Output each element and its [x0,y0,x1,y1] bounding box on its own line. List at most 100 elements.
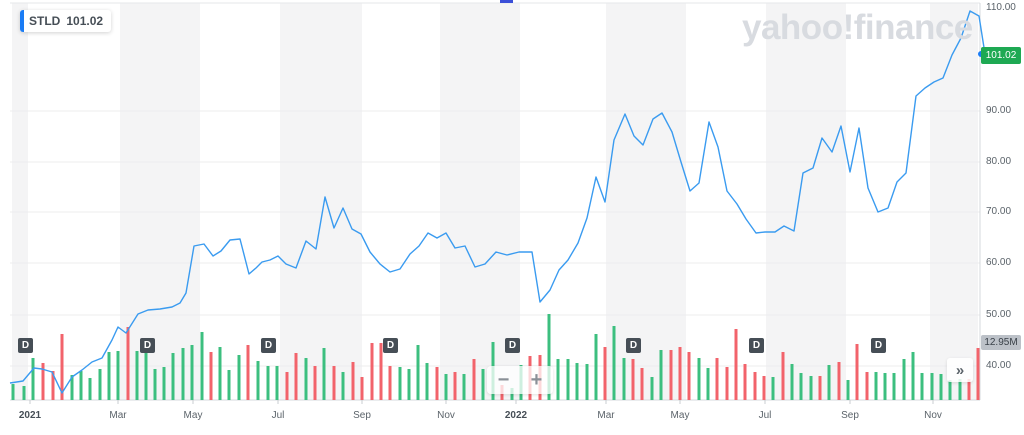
ticker-legend[interactable]: STLD 101.02 [20,10,112,32]
volume-bar [60,334,64,400]
volume-bar [948,380,952,400]
volume-bar [799,373,803,400]
volume-bar [753,372,757,400]
volume-bar [256,361,260,400]
dividend-marker[interactable]: D [383,338,398,353]
shaded-band [930,3,978,400]
volume-bar [341,372,345,400]
x-tick-label: Nov [924,410,942,421]
price-line [9,10,986,394]
volume-bar [734,329,738,400]
volume-bar [865,372,869,400]
volume-bar [227,370,231,400]
dividend-marker[interactable]: D [261,338,276,353]
volume-bar [837,362,841,400]
volume-bar [846,380,850,400]
volume-bar [266,366,270,400]
shaded-band [12,3,28,400]
dividend-marker[interactable]: D [626,338,641,353]
volume-bar [209,352,213,400]
volume-bar [425,363,429,400]
volume-bar [370,343,374,400]
volume-bar [771,377,775,400]
volume-bar [379,343,383,400]
zoom-out-button[interactable]: − [497,369,510,391]
x-tick-label: Mar [109,410,127,421]
volume-bar [237,355,241,400]
volume-bar [88,378,92,400]
x-tick-label: May [183,410,203,421]
volume-bar [659,350,663,400]
volume-bar [70,375,74,400]
volume-bar [116,351,120,400]
x-tick-label: Jul [758,410,772,421]
shaded-band [440,3,520,400]
y-tick-label: 110.00 [986,2,1016,13]
volume-bar [920,373,924,400]
x-tick-label: Mar [597,410,615,421]
volume-bar [313,366,317,400]
volume-bar [481,369,485,400]
volume-bar [22,386,26,400]
volume-bar [687,352,691,400]
volume-bar [510,388,514,400]
volume-bar [874,372,878,400]
volume-bar [153,369,157,400]
volume-bar [444,374,448,400]
volume-bar [706,368,710,400]
dividend-marker[interactable]: D [505,338,520,353]
volume-bar [126,327,130,400]
x-tick-label: Nov [437,410,455,421]
volume-bar [190,345,194,400]
x-tick-marks [29,400,934,404]
volume-bar [11,384,15,400]
volume-bar [547,314,551,400]
volume-bar [275,366,279,400]
volume-bar [809,376,813,400]
volume-bar [135,351,139,400]
volume-bar [566,359,570,400]
current-volume-tag: 12.95M [981,335,1021,350]
volume-bar [958,379,962,400]
volume-bar [98,369,102,400]
y-tick-label: 60.00 [986,257,1012,268]
volume-bar [743,364,747,400]
yahoo-finance-logo: yahoo!finance [742,8,973,47]
x-tick-label: 2021 [18,410,42,421]
volume-bar [360,377,364,400]
volume-bar [762,376,766,400]
volume-bar [585,364,589,400]
dividend-marker[interactable]: D [871,338,886,353]
x-tick-label: Jul [271,410,285,421]
volume-bar [631,359,635,400]
volume-bar [171,353,175,400]
volume-bar [818,376,822,400]
volume-bar [855,344,859,400]
volume-bar [669,350,673,400]
dividend-marker[interactable]: D [749,338,764,353]
shaded-band [766,3,846,400]
volume-bar [472,359,476,400]
volume-bar [294,353,298,400]
zoom-in-button[interactable]: + [530,369,543,391]
volume-bar [462,374,466,400]
volume-bar [603,347,607,400]
volume-bars [11,314,980,400]
volume-bar [398,367,402,400]
y-tick-label: 90.00 [986,105,1012,116]
volume-bar [322,348,326,400]
x-tick-label: 2022 [504,410,528,421]
volume-bar [218,347,222,400]
volume-bar [622,358,626,400]
volume-bar [107,352,111,400]
range-slider-handle[interactable] [500,0,513,3]
volume-bar [556,359,560,400]
volume-bar [781,352,785,400]
volume-bar [892,373,896,400]
dividend-marker[interactable]: D [140,338,155,353]
volume-bar [181,348,185,400]
scroll-right-button[interactable]: » [947,358,973,382]
dividend-marker[interactable]: D [18,338,33,353]
volume-bar [79,371,83,400]
